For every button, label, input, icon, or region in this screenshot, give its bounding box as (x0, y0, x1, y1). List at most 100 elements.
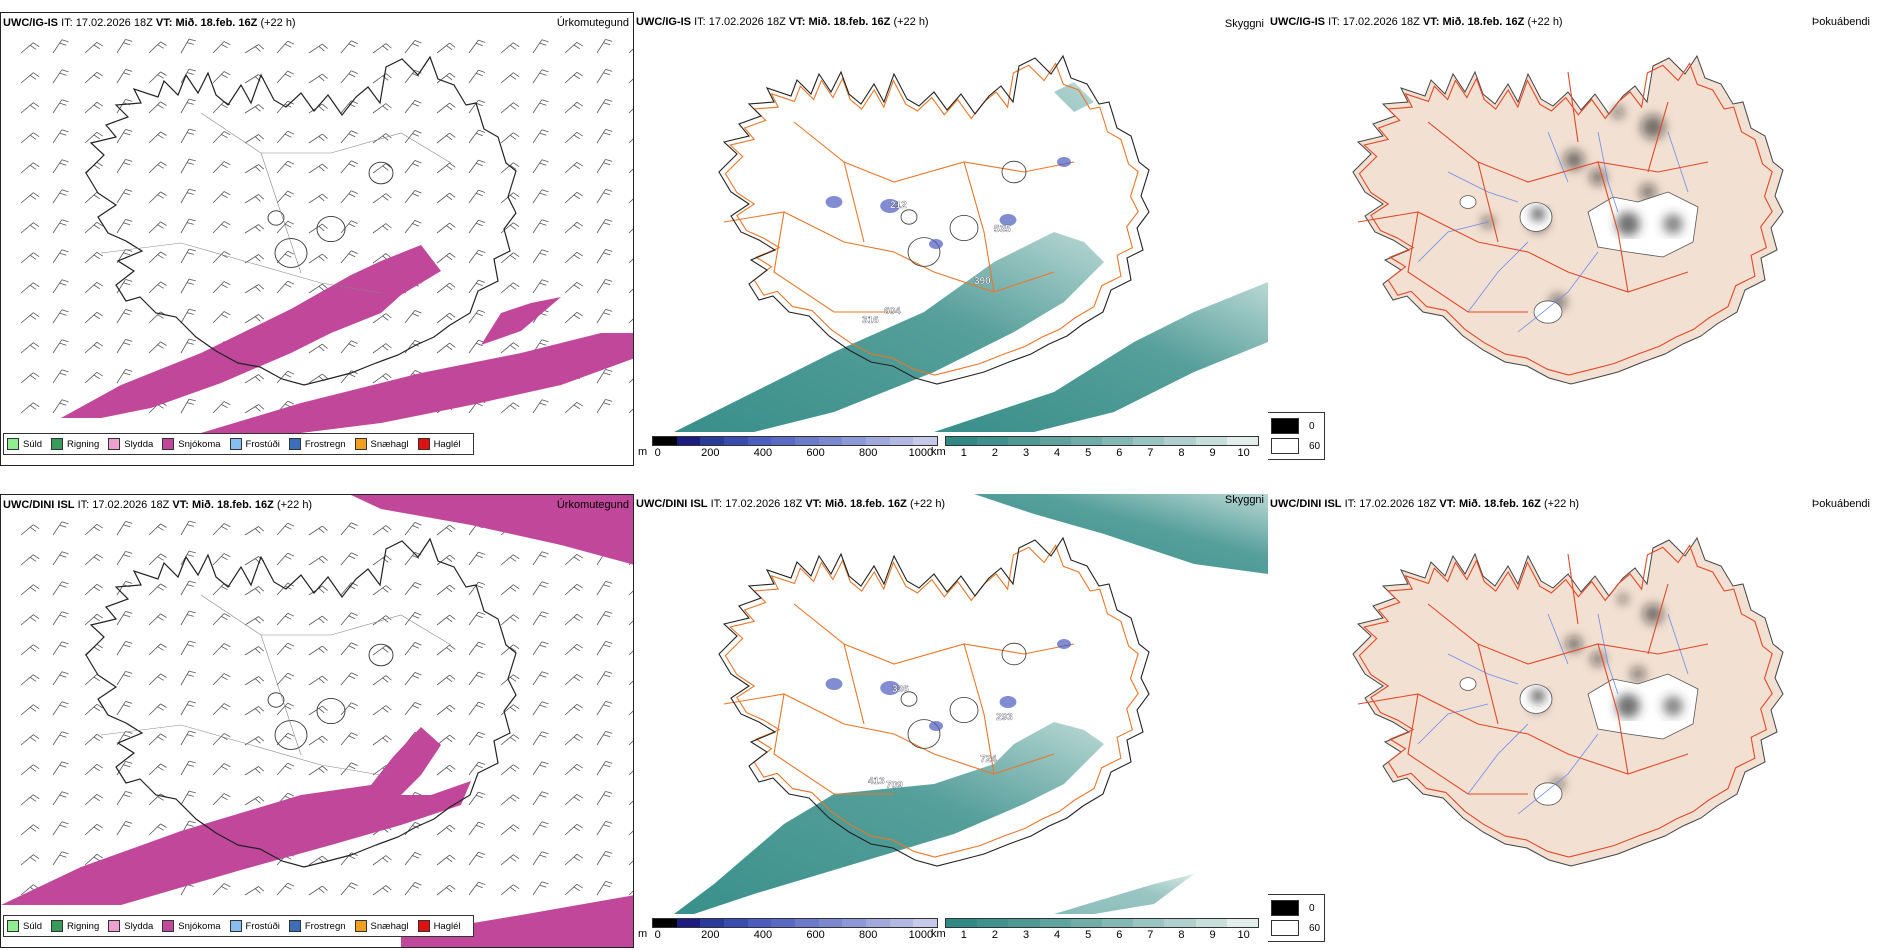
colorbar-step (946, 919, 978, 927)
legend-swatch (7, 920, 19, 932)
legend-label: Slydda (124, 438, 154, 450)
cloud-base-label: 535 (994, 224, 1011, 235)
colorbar-step (866, 919, 890, 927)
roads-lines (100, 112, 452, 294)
low-visibility-area (674, 82, 1268, 432)
precip-panel-dini: UWC/DINI ISL IT: 17.02.2026 18Z VT: Mið.… (0, 494, 634, 948)
colorbar-tick-label: 10 (1237, 929, 1250, 941)
fog-panel-dini: UWC/DINI ISL IT: 17.02.2026 18Z VT: Mið.… (1268, 494, 1900, 948)
roads (1357, 62, 1773, 376)
colorbar-unit: m (638, 446, 648, 458)
colorbar-step (842, 437, 867, 445)
glacier-outline (900, 691, 918, 707)
colorbar-step (653, 919, 677, 927)
colorbar-tick-label: 400 (753, 447, 773, 459)
colorbar-step (747, 437, 772, 445)
colorbar-tick-label: 600 (806, 447, 825, 459)
colorbar-step (676, 919, 701, 927)
colorbar-step (795, 437, 819, 445)
precip-map-ig (20, 38, 633, 433)
colorbar-step (946, 437, 978, 445)
legend-label: Frostregn (304, 920, 346, 932)
legend-item: Frostregn (288, 438, 346, 450)
colorbar-gradient (945, 436, 1259, 446)
glacier-outline (267, 692, 285, 708)
colorbar-ticks: 0 200 400 600 800 1000 (652, 446, 938, 460)
cloud-base-patches (825, 639, 1071, 731)
fog-legend-label: 60 (1309, 922, 1321, 934)
colorbar-tick-label: 4 (1054, 929, 1061, 941)
fog-legend-label: 0 (1309, 902, 1315, 914)
legend-item: Snæhagl (354, 920, 409, 932)
glacier-fog-shading (1531, 689, 1683, 718)
colorbar-step (724, 919, 748, 927)
legend-item: Snjókoma (162, 920, 221, 932)
legend-swatch (162, 920, 175, 932)
visibility-map-ig: 316 604 390 535 212 (674, 54, 1268, 432)
legend-swatch (51, 920, 64, 932)
colorbar-tick-label: 6 (1116, 447, 1123, 459)
panel-header: UWC/DINI ISL IT: 17.02.2026 18Z VT: Mið.… (1270, 498, 1580, 510)
legend-item: Frostúði (229, 920, 280, 932)
colorbar-step (842, 919, 867, 927)
colorbar-tick-label: 3 (1022, 929, 1030, 941)
colorbar-step (1133, 919, 1165, 927)
colorbar-step (1070, 437, 1103, 445)
colorbar-step (1164, 437, 1196, 445)
colorbar-step (1195, 919, 1227, 927)
fog-legend-swatch (1271, 418, 1299, 434)
panel-title: Úrkomutegund (556, 499, 629, 511)
legend-item: Frostregn (288, 920, 346, 932)
snow-area (61, 245, 633, 433)
legend-swatch (108, 438, 121, 450)
coastline (718, 54, 1150, 385)
glacier-outline (368, 161, 394, 185)
colorbar-tick-label: 9 (1209, 929, 1216, 941)
visibility-colorbar: 1 2 3 4 5 6 7 8 9 10 km (931, 436, 1259, 460)
fog-index-legend: 0 60 (1268, 894, 1326, 942)
colorbar-tick-label: 1000 (908, 447, 934, 459)
colorbar-tick-label: 0 (654, 447, 661, 459)
colorbar-tick-label: 9 (1209, 447, 1216, 459)
fog-panel-ig: UWC/IG-IS IT: 17.02.2026 18Z VT: Mið. 18… (1268, 12, 1900, 466)
colorbar-tick-label: 600 (806, 929, 825, 941)
colorbar-step (1133, 437, 1165, 445)
glacier-outline (1001, 160, 1027, 184)
glacier-outline (949, 697, 979, 723)
colorbar-unit: km (931, 446, 946, 458)
rivers (1417, 613, 1689, 815)
colorbar-step (1164, 919, 1196, 927)
colorbar-step (676, 437, 701, 445)
legend-label: Súld (23, 438, 43, 450)
legend-item: Haglél (417, 920, 461, 932)
legend-swatch (288, 438, 301, 450)
colorbar-ticks: 0 200 400 600 800 1000 (652, 928, 938, 942)
land-fog-index (1352, 536, 1784, 867)
legend-label: Haglél (433, 920, 461, 932)
colorbar-step (1102, 919, 1134, 927)
colorbar-step (1226, 437, 1259, 445)
fog-legend-item: 0 (1271, 416, 1320, 436)
snow-area (1, 495, 633, 947)
colorbar-step (889, 919, 914, 927)
colorbar-tick-label: 8 (1178, 447, 1185, 459)
legend-label: Frostúði (245, 920, 280, 932)
glacier-outline (274, 238, 308, 268)
panel-title: Úrkomutegund (556, 17, 629, 29)
colorbar-step (653, 437, 677, 445)
land-fog-index (1352, 54, 1784, 385)
cloud-base-label: 413 (868, 776, 885, 787)
legend-item: Haglél (417, 438, 461, 450)
colorbar-tick-label: 0 (654, 929, 661, 941)
colorbar-tick-label: 800 (859, 929, 878, 941)
colorbar-step (977, 919, 1009, 927)
legend-item: Snjókoma (162, 438, 221, 450)
colorbar-gradient (945, 918, 1259, 928)
colorbar-tick-label: 1 (960, 447, 967, 459)
colorbar-tick-label: 800 (859, 447, 878, 459)
precip-panel-ig: UWC/IG-IS IT: 17.02.2026 18Z VT: Mið. 18… (0, 12, 634, 466)
fog-map-dini (1352, 536, 1784, 867)
panel-header: UWC/DINI ISL IT: 17.02.2026 18Z VT: Mið.… (636, 498, 946, 510)
precip-map-dini (1, 495, 633, 947)
coastline (85, 537, 517, 868)
